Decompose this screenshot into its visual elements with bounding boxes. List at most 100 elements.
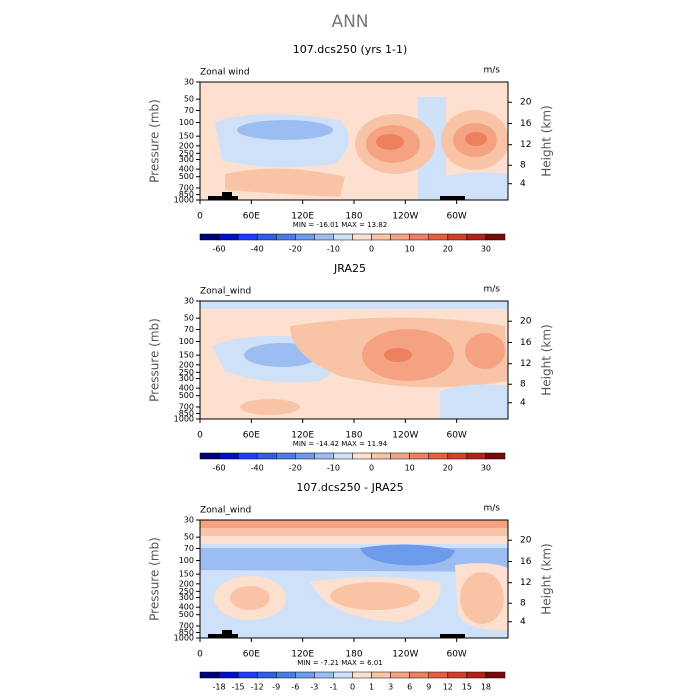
y-tick-label: 700 <box>179 621 194 630</box>
colorbar-box <box>199 233 220 241</box>
y-tick-label: 200 <box>179 579 194 588</box>
figure-title: ANN <box>331 12 368 32</box>
colorbar-box <box>218 671 239 679</box>
left-label: Zonal wind <box>200 68 250 78</box>
y-tick-label: 700 <box>179 183 194 192</box>
colorbar-box <box>485 671 506 679</box>
colorbar-label: -18 <box>213 683 226 692</box>
colorbar-box <box>485 233 506 241</box>
colorbar-box <box>447 233 468 241</box>
colorbar-box <box>352 671 372 679</box>
colorbar-box <box>466 233 487 241</box>
right-label: m/s <box>484 504 501 514</box>
y-tick-label: 70 <box>184 544 194 553</box>
x-tick-label: 180 <box>345 650 362 660</box>
y-tick-label: 250 <box>179 368 194 377</box>
panel-title: JRA25 <box>333 262 366 275</box>
colorbar-label: -60 <box>213 245 226 254</box>
y-tick-label: 1000 <box>174 634 194 643</box>
colorbar-label: 10 <box>405 464 415 473</box>
x-tick-label: 120W <box>392 650 418 660</box>
y-tick-label: 400 <box>179 165 194 174</box>
colorbar-label: 15 <box>462 683 472 692</box>
colorbar-label: 0 <box>369 245 374 254</box>
y-tick-label: 200 <box>179 360 194 369</box>
right-label: m/s <box>484 285 501 295</box>
y2-axis-label: Height (km) <box>540 105 554 176</box>
colorbar-box <box>314 671 334 679</box>
y2-tick-label: 20 <box>520 98 532 108</box>
colorbar-box <box>409 671 429 679</box>
y-tick-label: 400 <box>179 603 194 612</box>
colorbar-label: -6 <box>291 683 299 692</box>
colorbar-label: 10 <box>405 245 415 254</box>
colorbar-box <box>428 452 449 460</box>
colorbar-label: -20 <box>289 464 302 473</box>
colorbar-label: 3 <box>388 683 393 692</box>
colorbar-box <box>333 452 353 460</box>
y-tick-label: 300 <box>179 374 194 383</box>
colorbar-box <box>256 671 277 679</box>
colorbar-box <box>256 233 277 241</box>
contour-field <box>200 82 508 200</box>
y2-tick-label: 8 <box>520 380 526 390</box>
y-tick-label: 30 <box>184 78 194 87</box>
y-tick-label: 50 <box>184 314 194 323</box>
colorbar-box <box>237 452 258 460</box>
y-tick-label: 850 <box>179 628 194 637</box>
colorbar-box <box>428 233 449 241</box>
colorbar-box <box>295 233 315 241</box>
colorbar-box <box>466 671 487 679</box>
y-tick-label: 150 <box>179 351 194 360</box>
x-tick-label: 120E <box>291 431 314 441</box>
y2-tick-label: 16 <box>520 557 532 567</box>
stats: MIN = -16.01 MAX = 13.82 <box>293 221 387 229</box>
colorbar-label: 9 <box>426 683 431 692</box>
colorbar-label: -12 <box>251 683 264 692</box>
colorbar-box <box>352 233 372 241</box>
colorbar-label: -40 <box>251 464 264 473</box>
colorbar-box <box>371 233 391 241</box>
y-tick-label: 30 <box>184 297 194 306</box>
colorbar-label: 0 <box>369 464 374 473</box>
y-axis-label: Pressure (mb) <box>148 318 162 402</box>
x-tick-label: 180 <box>345 212 362 222</box>
colorbar-box <box>218 233 239 241</box>
y-tick-label: 850 <box>179 409 194 418</box>
x-tick-label: 60E <box>243 431 260 441</box>
x-tick-label: 120E <box>291 212 314 222</box>
colorbar-label: -20 <box>289 245 302 254</box>
y-tick-label: 70 <box>184 106 194 115</box>
y2-tick-label: 20 <box>520 536 532 546</box>
colorbar-label: -10 <box>327 245 340 254</box>
colorbar-box <box>390 452 410 460</box>
y-tick-label: 150 <box>179 570 194 579</box>
contour-field <box>200 520 508 638</box>
y2-tick-label: 4 <box>520 617 526 627</box>
y2-tick-label: 16 <box>520 119 532 129</box>
y-tick-label: 850 <box>179 190 194 199</box>
colorbar-box <box>314 233 334 241</box>
y-tick-label: 250 <box>179 149 194 158</box>
colorbar-box <box>199 452 220 460</box>
y-tick-label: 250 <box>179 587 194 596</box>
right-label: m/s <box>484 66 501 76</box>
x-tick-label: 120W <box>392 212 418 222</box>
y-tick-label: 500 <box>179 391 194 400</box>
y-tick-label: 300 <box>179 155 194 164</box>
colorbar-label: 20 <box>443 245 453 254</box>
y2-tick-label: 8 <box>520 599 526 609</box>
colorbar-box <box>352 452 372 460</box>
y-tick-label: 100 <box>179 556 194 565</box>
colorbar-label: 20 <box>443 464 453 473</box>
x-tick-label: 60E <box>243 650 260 660</box>
panel-title: 107.dcs250 - JRA25 <box>296 481 403 494</box>
y2-axis-label: Height (km) <box>540 543 554 614</box>
y-tick-label: 200 <box>179 141 194 150</box>
contour-field <box>200 301 508 419</box>
colorbar-label: -3 <box>310 683 318 692</box>
x-tick-label: 180 <box>345 431 362 441</box>
y-tick-label: 100 <box>179 118 194 127</box>
y2-tick-label: 4 <box>520 179 526 189</box>
